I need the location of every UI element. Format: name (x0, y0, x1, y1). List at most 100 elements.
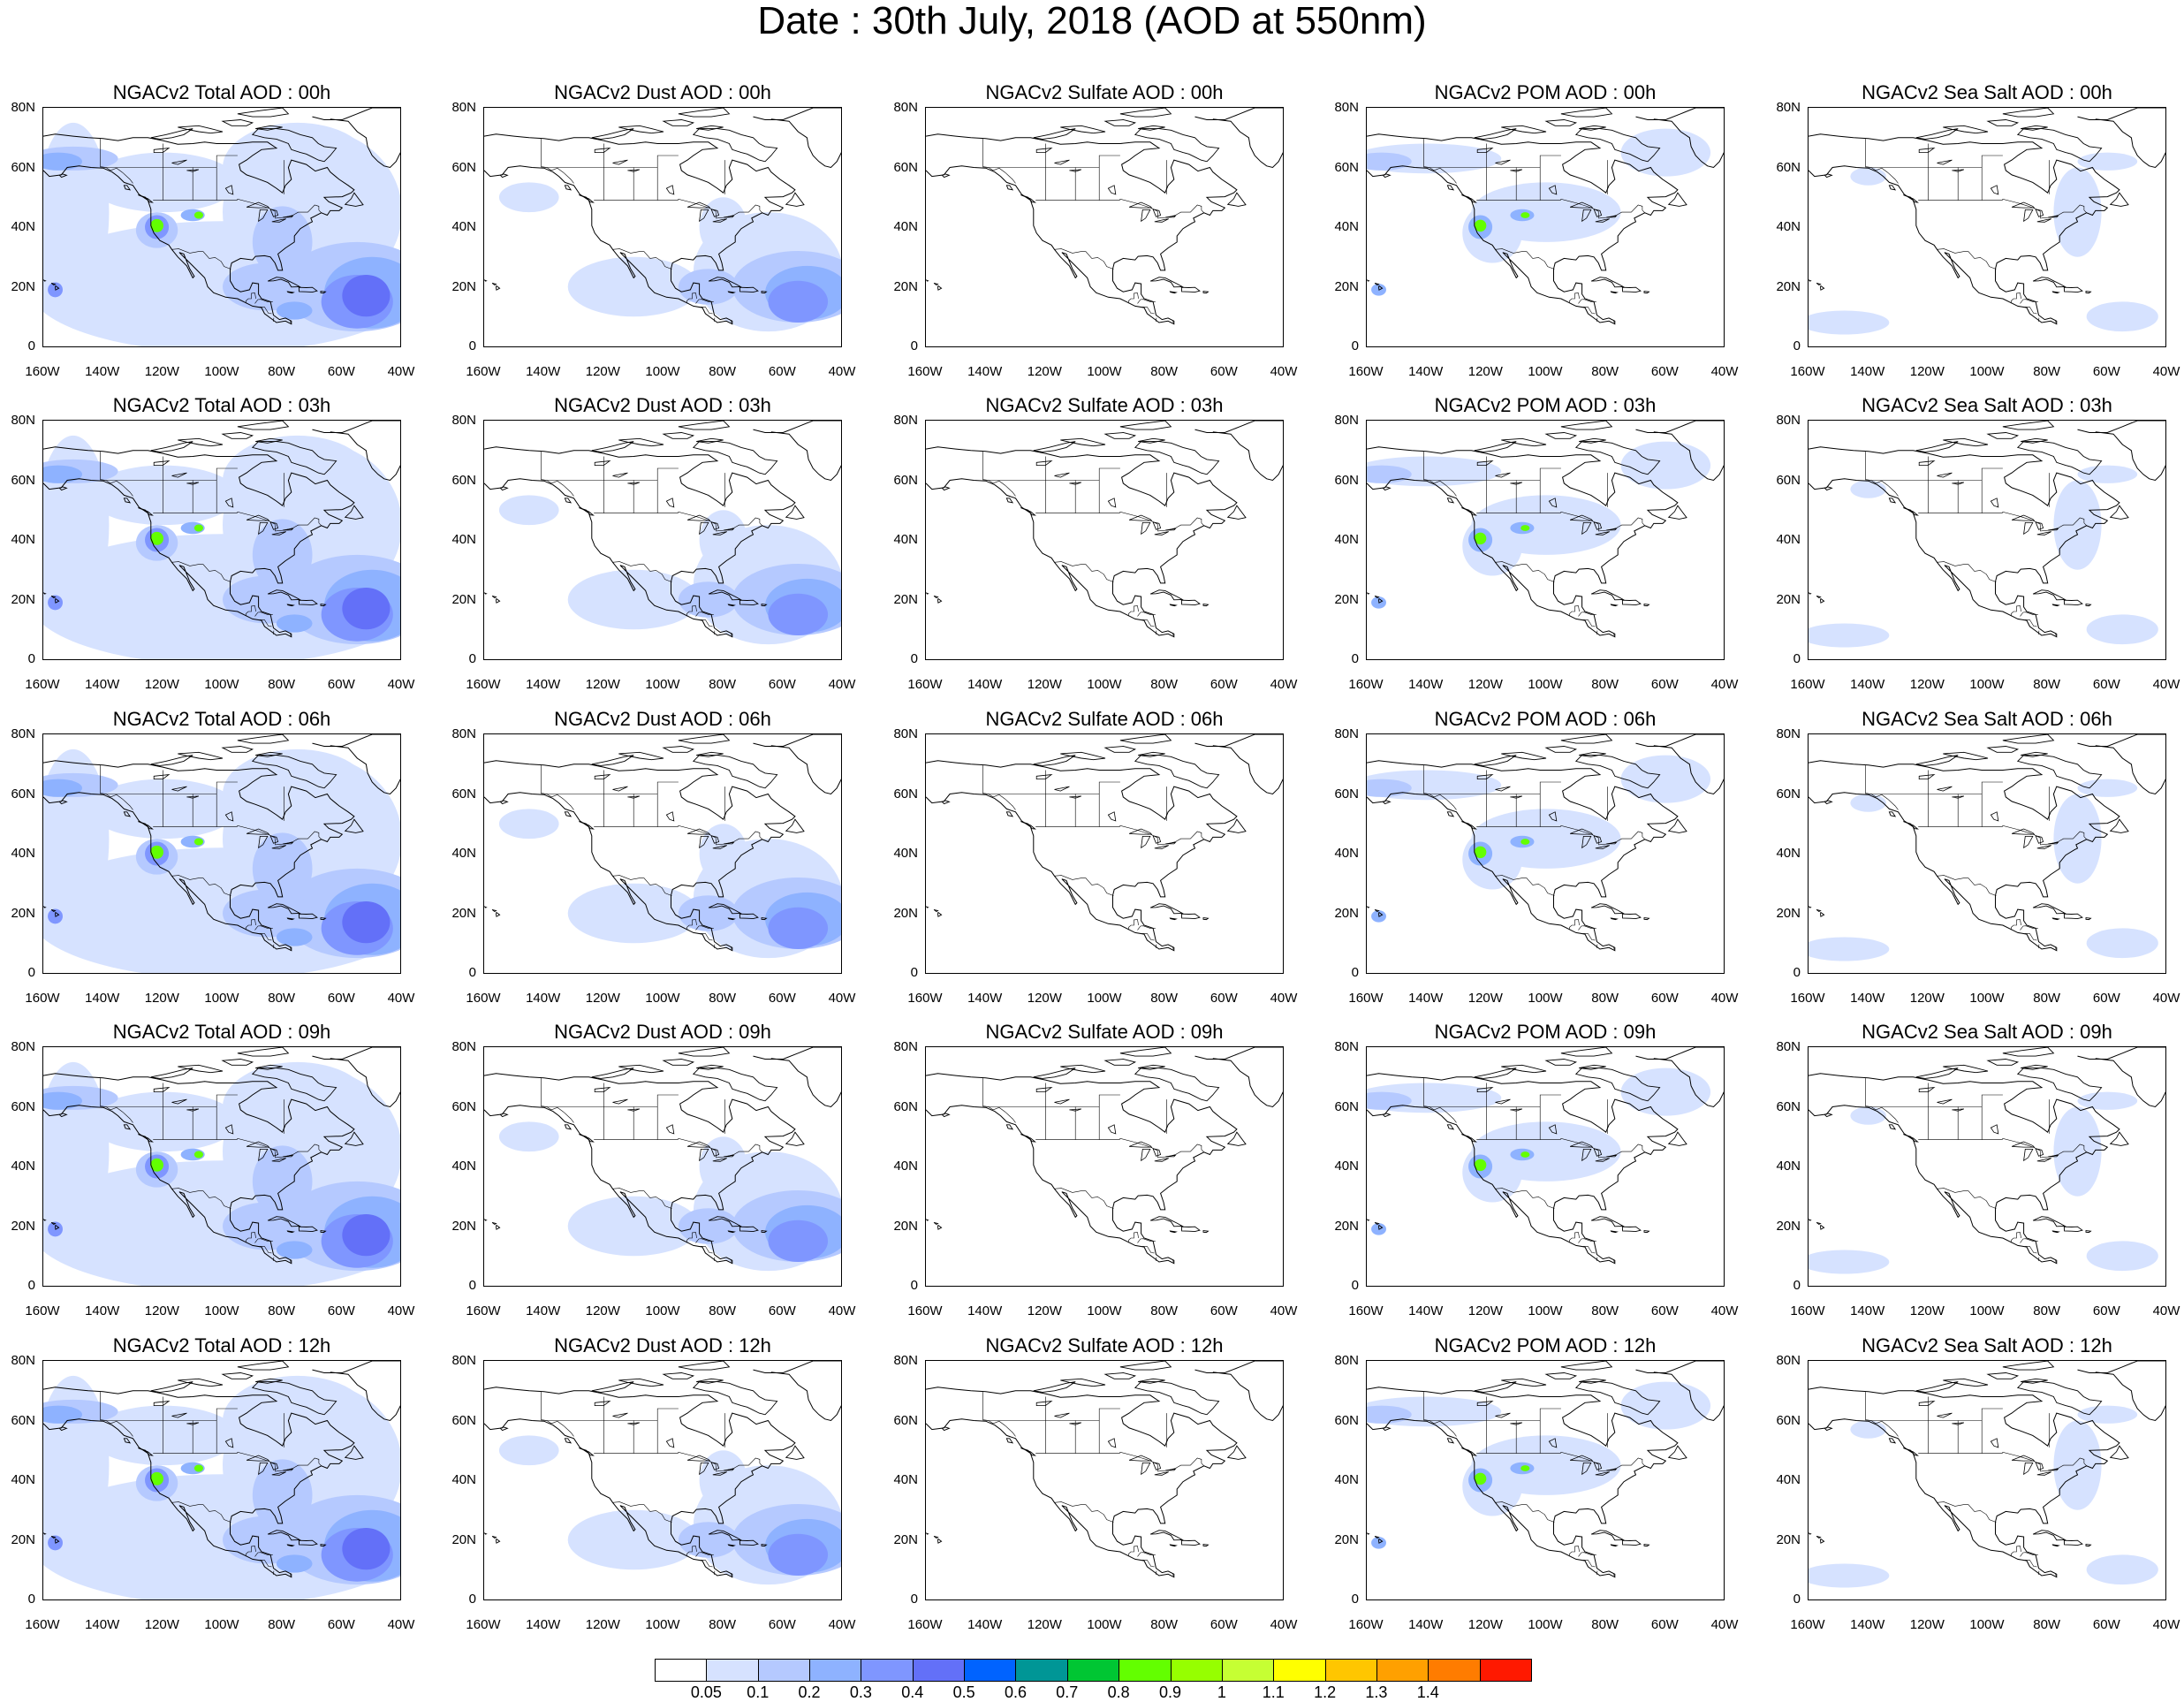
lake-outline (2035, 1462, 2044, 1470)
latitude-tick-label: 80N (1334, 1039, 1359, 1054)
coastline (484, 760, 796, 952)
panel-title: NGACv2 Dust AOD : 09h (554, 1021, 771, 1043)
political-border (1578, 612, 1596, 617)
coastline (484, 133, 796, 325)
aod-map (1367, 734, 1724, 952)
island-outline (298, 1539, 318, 1546)
island-outline (727, 917, 736, 921)
political-border (695, 925, 714, 931)
island-outline (708, 1216, 742, 1227)
island-outline (591, 1381, 634, 1393)
longitude-tick-label: 140W (85, 1303, 120, 1318)
longitude-tick-label: 160W (1348, 1303, 1384, 1318)
aod-shaded-region (193, 211, 204, 219)
island-outline (618, 1378, 664, 1387)
latitude-tick-label: 80N (451, 100, 476, 115)
latitude-tick-label: 20N (1334, 1531, 1359, 1547)
aod-map (43, 108, 400, 346)
lake-outline (712, 1471, 727, 1476)
lake-outline (612, 1098, 628, 1105)
figure-title: Date : 30th July, 2018 (AOD at 550nm) (757, 0, 1427, 42)
political-border (246, 1232, 256, 1243)
island-outline (1888, 811, 1897, 817)
longitude-tick-label: 140W (85, 677, 120, 692)
island-outline (926, 592, 929, 595)
aod-shaded-region (678, 581, 739, 618)
aod-map (926, 1047, 1283, 1265)
longitude-tick-label: 160W (25, 1617, 60, 1632)
island-outline (499, 173, 509, 179)
coastline (43, 446, 355, 638)
panel-title: NGACv2 Sea Salt AOD : 09h (1862, 1021, 2112, 1043)
latitude-tick-label: 80N (893, 1039, 918, 1054)
island-outline (1574, 1068, 1661, 1102)
longitude-tick-label: 100W (1087, 1617, 1122, 1632)
coastline-greenland (1194, 108, 1283, 169)
aod-shaded-region (252, 206, 313, 278)
island-outline (1180, 286, 1201, 293)
island-outline (1226, 1445, 1247, 1460)
island-outline (1119, 734, 1172, 744)
lake-outline (1593, 1462, 1603, 1470)
longitude-tick-label: 80W (1150, 1303, 1179, 1318)
island-outline (1621, 1226, 1642, 1233)
aod-map (43, 1361, 400, 1599)
island-outline (344, 1445, 364, 1460)
island-outline (1033, 755, 1076, 766)
lake-outline (1581, 522, 1592, 536)
island-outline (727, 604, 736, 607)
coastlines-and-borders (43, 1047, 400, 1265)
lake-outline (2023, 209, 2034, 223)
aod-shaded-region (1850, 167, 1886, 186)
colorbar-tick-label: 0.1 (747, 1683, 770, 1701)
island-outline (1820, 597, 1825, 604)
colorbar-tick-label: 0.3 (849, 1683, 872, 1701)
island-outline (255, 437, 283, 444)
island-outline (1621, 599, 1642, 606)
island-outline (727, 291, 736, 294)
aod-shaded-region (1520, 525, 1530, 531)
island-outline (662, 432, 695, 439)
island-outline (237, 1047, 290, 1057)
island-outline (138, 1447, 154, 1456)
island-outline (1474, 755, 1517, 766)
lake-outline (612, 1412, 628, 1418)
aod-shaded-region (252, 1459, 313, 1531)
island-outline (1560, 1047, 1613, 1057)
island-outline (2085, 1544, 2092, 1547)
latitude-tick-label: 40N (451, 219, 476, 234)
political-border (100, 765, 133, 810)
political-border (100, 452, 133, 497)
island-outline (298, 599, 318, 606)
aod-shaded-region (2086, 301, 2158, 332)
island-outline (286, 1230, 295, 1234)
coastlines-and-borders (1367, 734, 1724, 952)
latitude-tick-label: 20N (1776, 1218, 1801, 1234)
lake-outline (1141, 1149, 1151, 1162)
latitude-tick-label: 80N (893, 1353, 918, 1368)
aod-shaded-region (678, 1208, 739, 1244)
coastline (43, 133, 355, 325)
colorbar-box (1479, 1659, 1533, 1682)
political-border (1172, 1259, 1174, 1263)
lake-outline (258, 836, 269, 849)
island-outline (1501, 1378, 1547, 1387)
island-outline (1202, 1230, 1210, 1234)
island-outline (237, 734, 290, 744)
coastlines-and-borders (43, 108, 400, 325)
lake-outline (153, 460, 171, 466)
island-outline (1610, 917, 1619, 921)
lake-outline (1035, 1087, 1053, 1092)
aod-shaded-region (2053, 167, 2102, 257)
island-outline (2032, 1530, 2066, 1541)
aod-shaded-region (2053, 1420, 2102, 1510)
island-outline (491, 1535, 497, 1539)
lake-outline (712, 1158, 727, 1162)
lake-outline (665, 498, 675, 508)
island-outline (58, 1113, 68, 1118)
island-outline (2063, 599, 2083, 606)
island-outline (55, 911, 60, 917)
political-border (2024, 307, 2037, 315)
political-border (290, 633, 292, 636)
lake-outline (1937, 1412, 1953, 1418)
